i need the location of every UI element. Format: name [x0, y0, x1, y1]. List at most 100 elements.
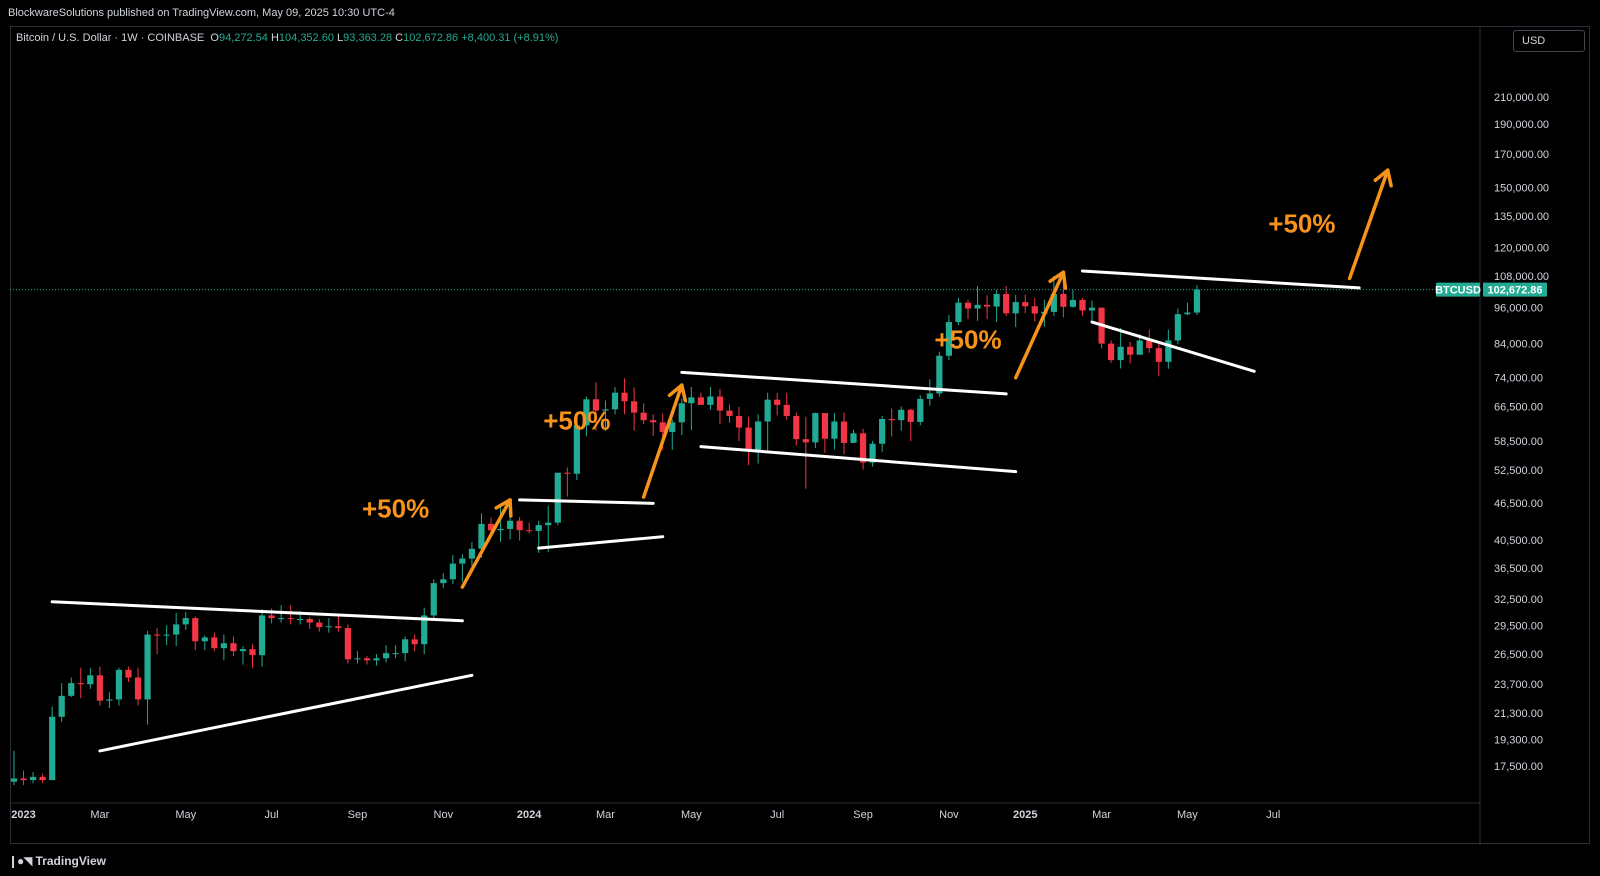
y-tick-label: 74,000.00: [1494, 373, 1543, 385]
open-value: 94,272.54: [218, 32, 268, 44]
candle-body: [840, 421, 848, 443]
candle-body: [745, 427, 752, 451]
candle-body: [1193, 289, 1201, 313]
y-tick-label: 66,500.00: [1494, 401, 1543, 413]
candle-body: [211, 637, 218, 649]
candle-body: [1088, 307, 1096, 311]
candle-body: [735, 415, 743, 428]
candle-body: [87, 675, 94, 685]
arrow-shaft: [1013, 270, 1066, 380]
last-price-badge: 102,672.86: [1487, 285, 1542, 297]
candle-body: [678, 403, 685, 423]
candle-body: [888, 418, 895, 421]
candle-body: [163, 634, 170, 636]
x-tick-label: Nov: [434, 809, 454, 821]
candle-body: [68, 683, 75, 696]
candle-body: [659, 422, 666, 432]
candle-body: [716, 396, 724, 411]
x-tick-label: 2025: [1013, 809, 1037, 821]
symbol-name[interactable]: Bitcoin / U.S. Dollar · 1W · COINBASE: [16, 32, 205, 44]
candle-body: [373, 658, 380, 661]
y-tick-label: 17,500.00: [1494, 761, 1543, 773]
candle-body: [516, 520, 523, 531]
candle-body: [898, 409, 905, 421]
y-tick-label: 96,000.00: [1494, 303, 1543, 315]
y-tick-label: 135,000.00: [1494, 211, 1549, 223]
candle-body: [382, 653, 390, 659]
candle-body: [955, 302, 962, 323]
candle-body: [907, 409, 914, 422]
candle-body: [697, 397, 704, 405]
x-tick-label: Mar: [90, 809, 109, 821]
candle-body: [220, 643, 227, 649]
candle-body: [125, 669, 132, 678]
candle-body: [506, 520, 514, 529]
candle-body: [859, 433, 867, 463]
candle-body: [173, 624, 180, 635]
x-tick-label: Nov: [939, 809, 959, 821]
candle-body: [1003, 293, 1010, 314]
candle-body: [879, 418, 886, 444]
x-tick-label: May: [1177, 809, 1198, 821]
trendline: [537, 535, 665, 550]
candle-body: [755, 421, 762, 451]
last-price-badge-bg: [1483, 282, 1547, 297]
close-label: C: [395, 32, 404, 44]
high-value: 104,352.60: [278, 32, 334, 44]
footer: ❙●◥ TradingView: [0, 846, 1600, 876]
candle-body: [1127, 346, 1134, 355]
y-tick-label: 29,500.00: [1494, 620, 1543, 632]
x-tick-label: 2023: [11, 809, 35, 821]
candle-body: [29, 776, 37, 781]
candle-body: [201, 637, 208, 642]
candle-body: [354, 658, 361, 660]
x-tick-label: May: [175, 809, 196, 821]
candle-body: [640, 412, 647, 421]
candle-body: [592, 399, 600, 411]
candle-body: [192, 618, 199, 642]
candle-body: [1050, 293, 1057, 312]
candle-body: [1136, 340, 1143, 355]
candle-body: [783, 404, 790, 416]
annotation-label: +50%: [1268, 208, 1335, 238]
candle-body: [869, 443, 876, 463]
candle-body: [1031, 306, 1038, 314]
x-tick-label: Jul: [1266, 809, 1280, 821]
candle-body: [316, 622, 323, 628]
x-tick-label: Mar: [1092, 809, 1111, 821]
y-tick-label: 32,500.00: [1494, 594, 1543, 606]
y-tick-label: 108,000.00: [1494, 271, 1549, 283]
symbol-badge-bg: [1436, 282, 1480, 297]
candle-body: [344, 628, 351, 660]
arrow-head-icon: [1048, 270, 1068, 290]
candle-body: [554, 472, 561, 523]
candle-body: [1155, 348, 1162, 362]
annotation-label: +50%: [543, 406, 610, 436]
y-tick-label: 40,500.00: [1494, 535, 1543, 547]
candle-body: [39, 776, 46, 781]
currency-button[interactable]: USD: [1513, 30, 1585, 52]
candle-body: [545, 522, 552, 526]
candle-body: [564, 472, 571, 474]
candle-body: [669, 422, 676, 432]
candle-body: [688, 397, 695, 404]
candle-body: [258, 615, 266, 656]
trendline: [699, 445, 1018, 474]
candle-body: [602, 409, 609, 411]
x-tick-label: Sep: [348, 809, 368, 821]
candle-body: [106, 699, 113, 701]
candle-body: [945, 322, 953, 356]
candle-body: [239, 649, 247, 652]
candle-body: [115, 669, 123, 700]
candle-body: [182, 618, 189, 625]
candle-body: [1184, 312, 1191, 315]
candle-body: [573, 425, 580, 474]
tradingview-logo[interactable]: ❙●◥ TradingView: [8, 854, 106, 868]
y-tick-label: 19,300.00: [1494, 735, 1543, 747]
x-tick-label: Mar: [596, 809, 615, 821]
candle-body: [611, 392, 619, 410]
y-tick-label: 23,700.00: [1494, 679, 1543, 691]
change-value: +8,400.31 (+8.91%): [461, 32, 559, 44]
candle-body: [812, 413, 819, 443]
